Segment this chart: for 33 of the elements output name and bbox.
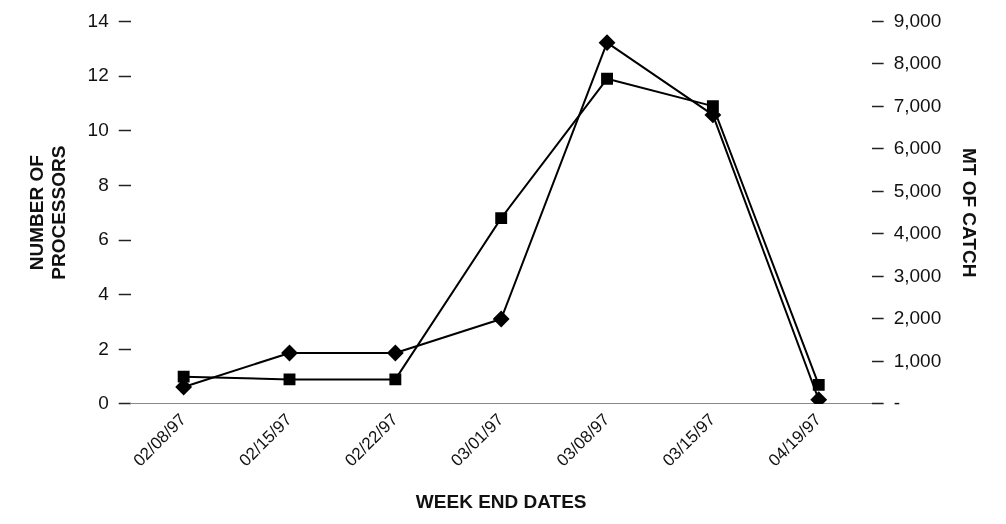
- point: [812, 378, 825, 391]
- y-axis-title: NUMBER OF PROCESSORS: [25, 145, 70, 280]
- y2-tick-label: 8,000: [893, 52, 942, 74]
- y2-tick-label: 6,000: [893, 137, 942, 159]
- y-tick-label: 10: [87, 118, 109, 140]
- y2-tick-label: -: [893, 392, 900, 414]
- point: [283, 373, 296, 386]
- point: [387, 344, 404, 361]
- y-tick-label: 6: [98, 228, 109, 250]
- y-tick-label: 14: [87, 9, 110, 31]
- y2-tick-label: 2,000: [893, 307, 942, 329]
- y2-tick-label: 1,000: [893, 349, 942, 371]
- point: [389, 373, 402, 386]
- y2-tick-label: 4,000: [893, 222, 942, 244]
- y-tick-label: 12: [87, 64, 109, 86]
- y-tick-label: 2: [98, 337, 109, 359]
- y2-axis-title: MT OF CATCH: [959, 147, 981, 278]
- point: [810, 391, 827, 404]
- point: [281, 344, 298, 361]
- y2-tick-label: 7,000: [893, 94, 942, 116]
- y2-tick-label: 3,000: [893, 264, 942, 286]
- y-tick-label: 8: [98, 173, 109, 195]
- point: [493, 310, 510, 327]
- y2-tick-label: 5,000: [893, 179, 942, 201]
- point: [495, 212, 508, 225]
- point: [601, 72, 613, 85]
- x-axis-title: WEEK END DATES: [415, 490, 587, 512]
- point: [599, 34, 616, 51]
- point: [177, 370, 190, 383]
- y-tick-label: 0: [98, 392, 109, 414]
- point: [706, 100, 719, 113]
- y-tick-label: 4: [98, 282, 110, 304]
- y2-tick-label: 9,000: [893, 9, 942, 31]
